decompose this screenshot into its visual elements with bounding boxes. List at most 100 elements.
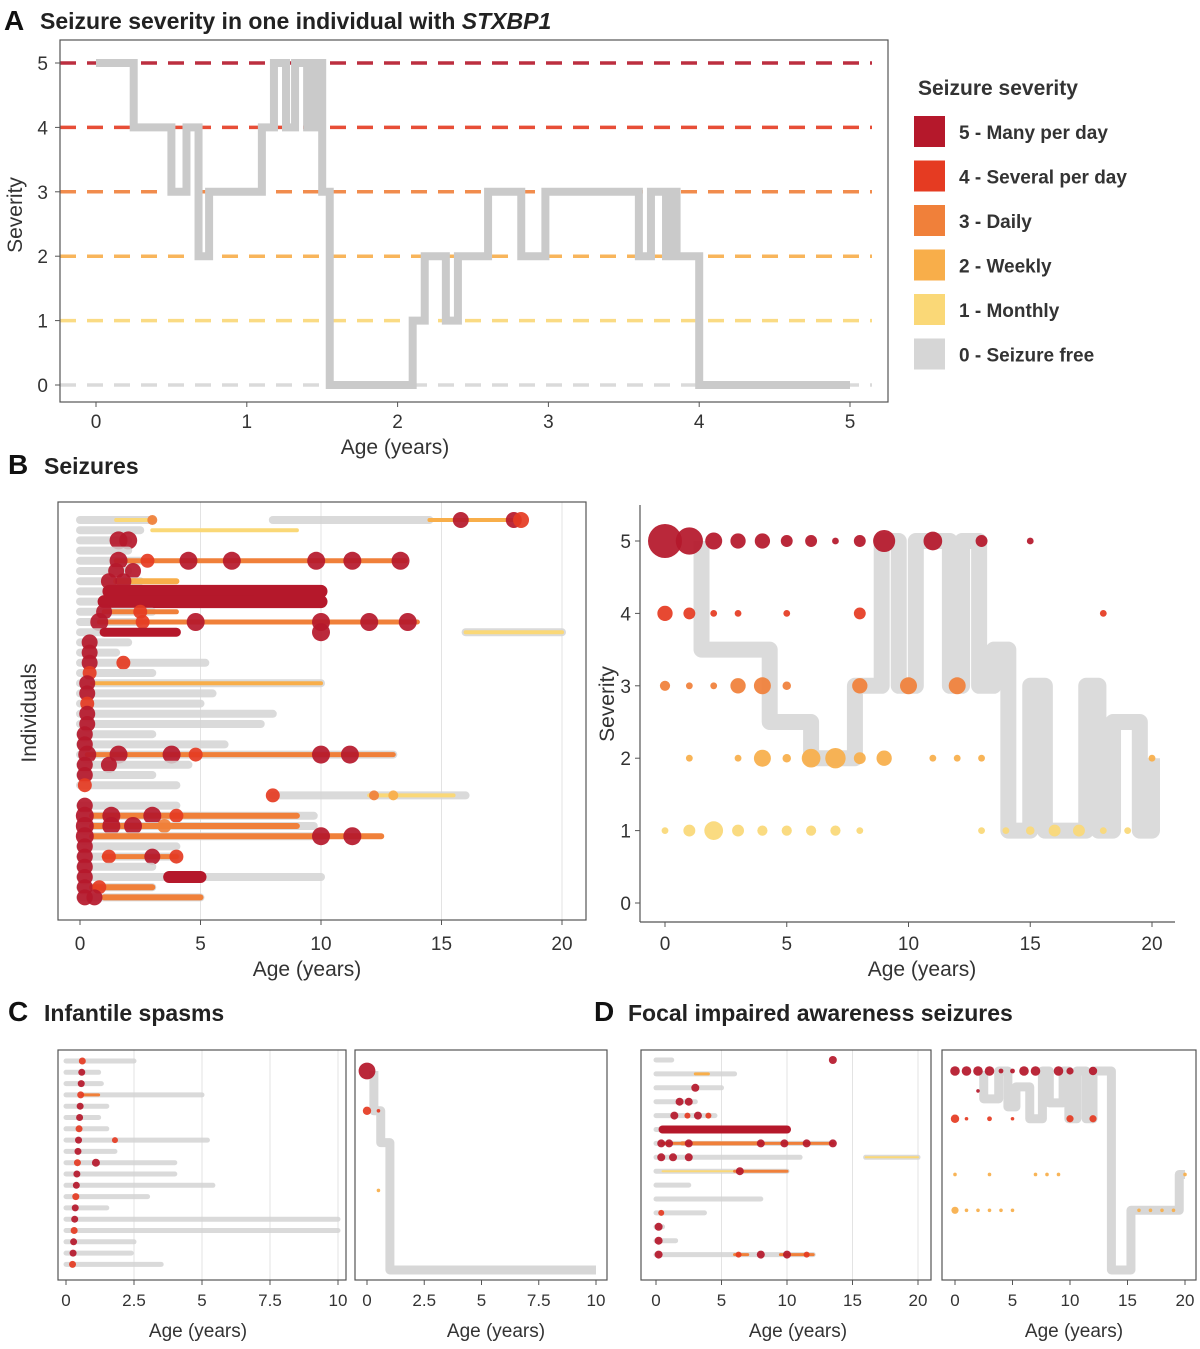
seizure-event-dot — [70, 1227, 78, 1234]
seizure-event-dot — [140, 553, 155, 568]
seizure-event-dot — [119, 531, 138, 550]
severity-bubble — [950, 1066, 960, 1076]
severity-bubble — [780, 535, 793, 547]
seizure-event-dot — [111, 1137, 118, 1144]
b-left-individual-timelines — [75, 512, 566, 906]
seizure-event-dot — [69, 1260, 77, 1268]
severity-bubble — [801, 748, 821, 768]
c-left-x-axis-label: Age (years) — [149, 1321, 247, 1342]
severity-bubble — [873, 529, 896, 553]
severity-bubble — [1066, 1115, 1074, 1123]
seizure-event-dot — [670, 1111, 679, 1120]
severity-bubble — [1073, 824, 1085, 837]
legend-label: 2 - Weekly — [959, 257, 1052, 278]
seizure-event-dot — [101, 849, 116, 864]
seizure-event-dot — [102, 817, 121, 835]
y-tick-label: 2 — [620, 749, 631, 770]
seizure-event-dot — [162, 745, 181, 764]
severity-bubble — [923, 531, 943, 551]
seizure-event-dot — [654, 1236, 663, 1245]
a-severity-step-line — [96, 59, 850, 389]
panel-a-title-prefix: Seizure severity in one individual with — [40, 8, 462, 34]
panel-b-title: Seizures — [44, 453, 139, 479]
severity-bubble — [362, 1106, 372, 1116]
panel-c: C Infantile spasms 0 2.5 5 7.5 10 Age (years… — [8, 996, 608, 1342]
legend-label: 1 - Monthly — [959, 301, 1060, 322]
seizure-event-dot — [828, 1139, 837, 1148]
b-left-x-axis-label: Age (years) — [253, 958, 362, 981]
seizure-event-dot — [91, 1158, 100, 1167]
legend-swatch — [914, 338, 945, 370]
severity-bubble — [730, 678, 746, 694]
a-y-tick-label: 4 — [37, 118, 48, 139]
d-left-x-axis-label: Age (years) — [749, 1321, 847, 1342]
severity-bubble — [853, 752, 866, 765]
panel-c-letter: C — [8, 996, 28, 1027]
d-right-x-axis-label: Age (years) — [1025, 1321, 1123, 1342]
seizure-event-dot — [693, 1111, 702, 1120]
y-tick-label: 5 — [620, 532, 631, 553]
severity-bubble — [685, 754, 693, 762]
seizure-event-dot — [735, 1167, 744, 1176]
seizure-event-dot — [669, 1153, 678, 1162]
seizure-event-dot — [70, 1238, 78, 1246]
x-tick-label: 5 — [197, 1291, 206, 1310]
d-right-severity-points — [950, 1066, 1187, 1214]
seizure-event-dot — [73, 1170, 81, 1178]
severity-bubble — [683, 607, 696, 620]
x-tick-label: 0 — [651, 1291, 660, 1310]
seizure-event-dot — [265, 788, 280, 803]
seizure-event-dot — [188, 747, 203, 762]
severity-bubble — [648, 524, 682, 558]
y-tick-label: 3 — [620, 677, 631, 698]
seizure-event-dot — [86, 889, 103, 906]
y-tick-label: 4 — [620, 604, 631, 625]
x-tick-label: 5 — [1008, 1291, 1017, 1310]
severity-bubble — [964, 1208, 969, 1213]
legend-title: Seizure severity — [918, 77, 1078, 100]
severity-bubble — [1010, 1208, 1015, 1213]
a-x-tick-label: 1 — [242, 412, 253, 433]
severity-legend: 5 - Many per day 4 - Several per day 3 - D… — [914, 116, 1127, 370]
c-right-median-step — [369, 1071, 596, 1275]
severity-bubble — [876, 750, 892, 766]
severity-bubble — [1183, 1172, 1187, 1177]
seizure-event-dot — [69, 1249, 77, 1257]
seizure-event-dot — [186, 613, 205, 631]
severity-bubble — [953, 754, 961, 762]
seizure-event-dot — [307, 551, 326, 570]
seizure-event-dot — [77, 1080, 85, 1088]
x-tick-label: 10 — [329, 1291, 348, 1310]
x-tick-label: 20 — [909, 1291, 928, 1310]
severity-bubble — [704, 821, 724, 840]
severity-bubble — [757, 825, 768, 836]
severity-bubble — [659, 680, 671, 691]
panel-a: A Seizure severity in one individual wit… — [4, 5, 1127, 459]
panel-a-title: Seizure severity in one individual with … — [40, 8, 551, 34]
legend-swatch — [914, 116, 945, 147]
x-tick-label: 10 — [898, 934, 919, 955]
seizure-event-dot — [169, 849, 184, 864]
severity-bubble — [685, 682, 693, 690]
seizure-event-dot — [144, 848, 161, 865]
seizure-event-dot — [76, 1102, 84, 1110]
seizure-event-dot — [76, 767, 93, 783]
severity-bubble — [1056, 1172, 1061, 1177]
x-tick-label: 15 — [843, 1291, 862, 1310]
panel-b-letter: B — [8, 449, 28, 480]
severity-bubble — [961, 1066, 972, 1076]
severity-bubble — [783, 610, 791, 617]
x-tick-label: 0 — [950, 1291, 959, 1310]
c-right-severity-points — [358, 1062, 381, 1193]
x-tick-label: 7.5 — [527, 1291, 551, 1310]
severity-bubble — [1099, 610, 1107, 617]
x-tick-label: 20 — [1176, 1291, 1195, 1310]
panel-d: D Focal impaired awareness seizures 0 5 10… — [594, 996, 1197, 1342]
severity-bubble — [999, 1208, 1003, 1213]
severity-bubble — [753, 749, 771, 767]
seizure-event-dot — [684, 1153, 693, 1162]
seizure-event-dot — [74, 1147, 82, 1155]
severity-bubble — [832, 537, 839, 545]
severity-bubble — [853, 535, 866, 547]
